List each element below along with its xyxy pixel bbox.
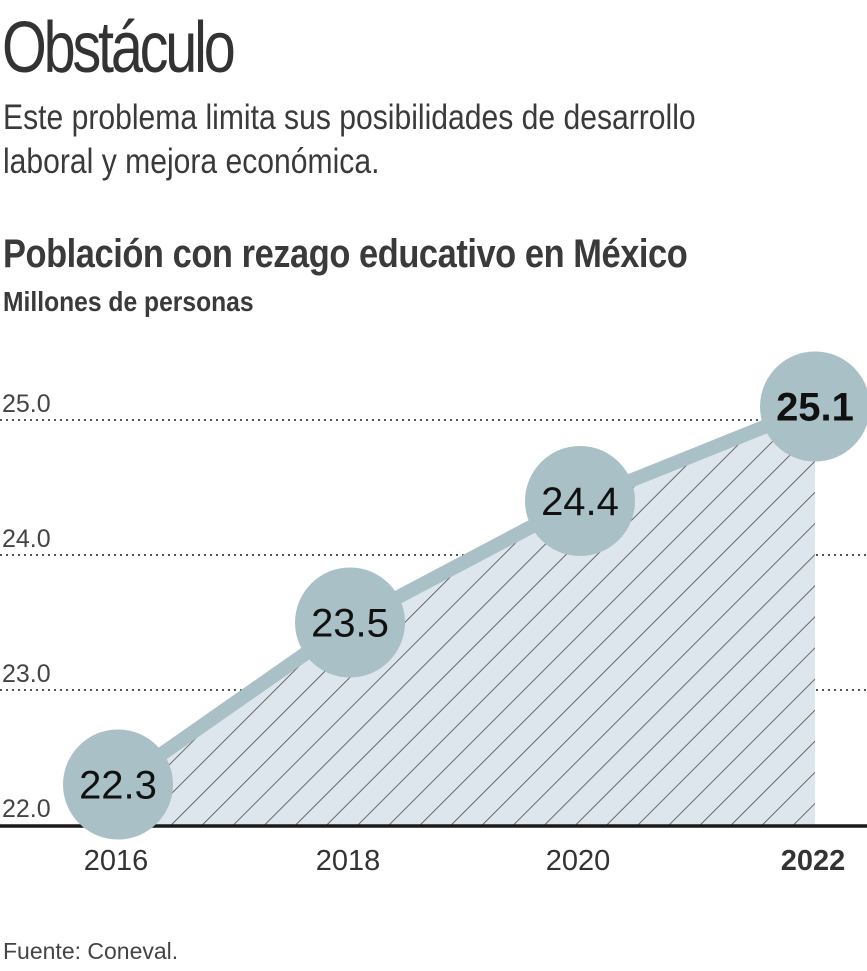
data-point-marker — [525, 446, 635, 556]
data-point-marker — [760, 351, 867, 462]
y-tick-label: 22.0 — [2, 795, 51, 823]
x-tick-label: 2016 — [84, 845, 149, 877]
chart-unit-label: Millones de personas — [3, 286, 254, 317]
x-tick-label: 2018 — [316, 845, 381, 877]
y-tick-label: 24.0 — [2, 525, 51, 553]
x-tick-label: 2022 — [781, 845, 846, 877]
y-tick-label: 23.0 — [2, 660, 51, 688]
data-label: 24.4 — [541, 480, 619, 524]
headline: Obstáculo — [2, 8, 236, 88]
subheadline: Este problema limita sus posibilidades d… — [3, 96, 863, 184]
chart-title: Población con rezago educativo en México — [3, 232, 688, 276]
y-tick-label: 25.0 — [2, 390, 51, 418]
data-label: 25.1 — [776, 386, 854, 430]
data-point-marker — [63, 729, 173, 840]
series-line — [111, 399, 822, 792]
data-label: 23.5 — [311, 602, 389, 646]
source-note: Fuente: Coneval. — [3, 938, 179, 964]
x-tick-label: 2020 — [546, 845, 611, 877]
data-point-marker — [295, 567, 405, 678]
data-label: 22.3 — [79, 764, 157, 808]
subhead-line-1: Este problema limita sus posibilidades d… — [3, 98, 696, 137]
subhead-line-2: laboral y mejora económica. — [3, 142, 380, 181]
area-hatch — [118, 406, 815, 825]
